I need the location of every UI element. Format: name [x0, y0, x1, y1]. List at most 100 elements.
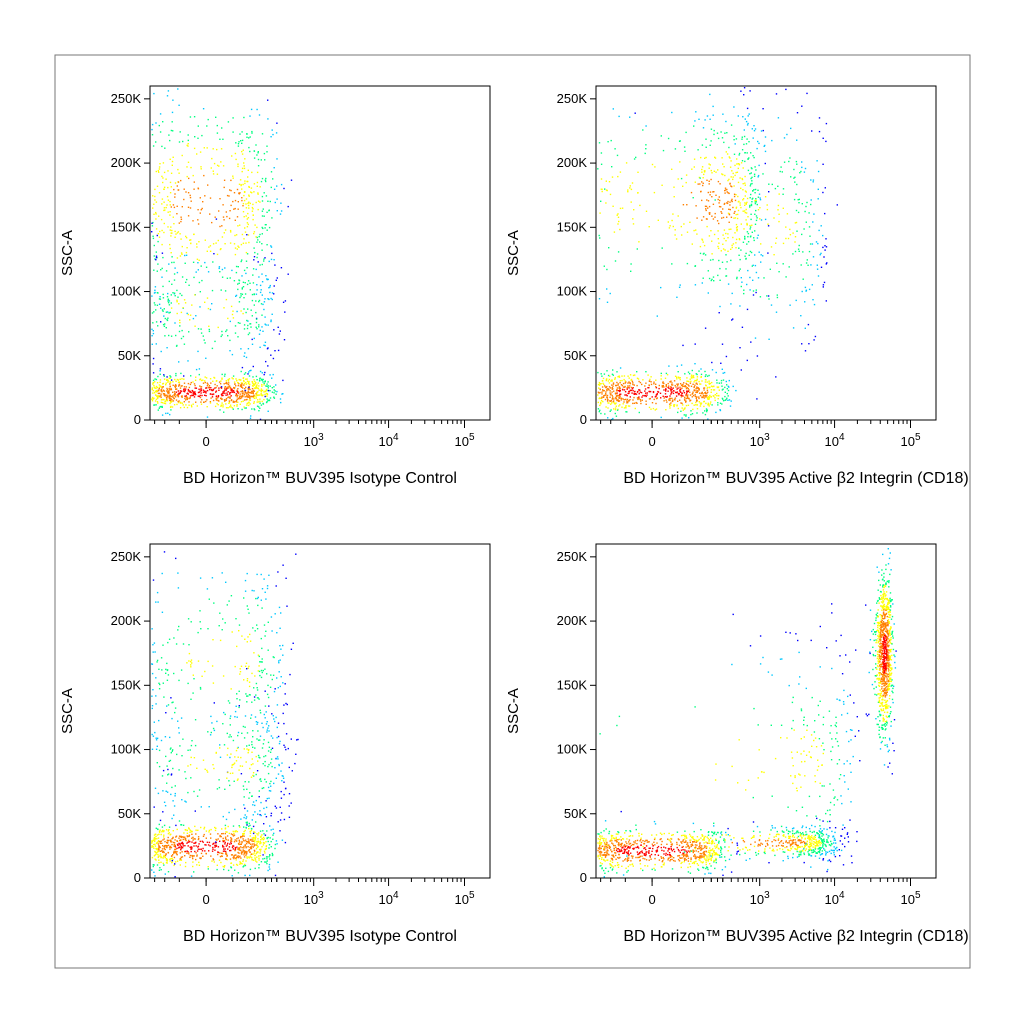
event-dot	[281, 780, 283, 782]
event-dot	[756, 147, 758, 150]
event-dot	[229, 858, 232, 860]
event-dot	[757, 174, 760, 177]
event-dot	[237, 245, 239, 247]
event-dot	[221, 378, 223, 380]
event-dot	[157, 601, 159, 603]
event-dot	[608, 181, 611, 183]
event-dot	[246, 824, 248, 826]
event-dot	[261, 747, 264, 749]
event-dot	[253, 337, 255, 340]
event-dot	[193, 383, 196, 385]
event-dot	[153, 203, 155, 205]
event-dot	[703, 405, 705, 408]
event-dot	[233, 280, 236, 282]
event-dot	[225, 389, 227, 392]
event-dot	[723, 141, 725, 144]
event-dot	[721, 368, 723, 370]
event-dot	[249, 843, 252, 845]
event-dot	[190, 848, 192, 850]
event-dot	[159, 819, 162, 822]
event-dot	[794, 222, 797, 224]
event-dot	[264, 690, 266, 692]
event-dot	[249, 832, 252, 834]
event-dot	[190, 666, 192, 668]
event-dot	[710, 389, 713, 391]
event-dot	[240, 293, 242, 295]
event-dot	[203, 174, 205, 177]
event-dot	[265, 224, 267, 226]
event-dot	[825, 263, 827, 265]
event-dot	[245, 841, 248, 843]
event-dot	[193, 396, 196, 398]
event-dot	[618, 400, 620, 402]
event-dot	[186, 398, 188, 400]
event-dot	[700, 373, 703, 376]
event-dot	[273, 656, 275, 659]
event-dot	[759, 199, 762, 201]
event-dot	[719, 836, 722, 838]
event-dot	[611, 402, 613, 404]
event-dot	[601, 397, 603, 399]
event-dot	[612, 387, 614, 390]
event-dot	[256, 181, 259, 184]
event-dot	[177, 181, 180, 183]
event-dot	[222, 865, 224, 868]
event-dot	[242, 833, 244, 835]
event-dot	[696, 391, 698, 394]
event-dot	[268, 746, 271, 748]
event-dot	[276, 843, 278, 845]
event-dot	[239, 224, 241, 226]
event-dot	[754, 254, 756, 256]
event-dot	[597, 371, 599, 374]
event-dot	[682, 204, 685, 206]
event-dot	[251, 672, 253, 675]
event-dot	[253, 687, 255, 689]
event-dot	[240, 756, 242, 759]
event-dot	[154, 836, 156, 839]
event-dot	[696, 383, 698, 385]
event-dot	[621, 388, 624, 391]
event-dot	[184, 800, 186, 802]
event-dot	[236, 645, 238, 648]
event-dot	[221, 398, 223, 400]
event-dot	[221, 394, 223, 397]
event-dot	[683, 385, 685, 387]
event-dot	[603, 265, 605, 267]
event-dot	[603, 390, 605, 392]
event-dot	[280, 790, 282, 793]
event-dot	[156, 386, 159, 389]
event-dot	[176, 232, 179, 234]
event-dot	[181, 329, 183, 332]
event-dot	[155, 703, 157, 705]
event-dot	[153, 392, 156, 394]
event-dot	[249, 874, 251, 877]
event-dot	[199, 688, 202, 690]
event-dot	[264, 323, 266, 325]
event-dot	[273, 832, 275, 835]
event-dot	[753, 173, 756, 175]
event-dot	[282, 301, 285, 303]
event-dot	[722, 372, 724, 374]
event-dot	[207, 868, 209, 870]
event-dot	[257, 151, 259, 153]
event-dot	[190, 381, 192, 384]
event-dot	[198, 281, 201, 284]
event-dot	[749, 224, 751, 227]
event-dot	[790, 176, 792, 178]
event-dot	[759, 197, 761, 199]
event-dot	[613, 402, 615, 404]
event-dot	[253, 183, 256, 185]
event-dot	[197, 209, 199, 211]
event-dot	[701, 239, 704, 241]
event-dot	[725, 355, 728, 358]
event-dot	[199, 848, 201, 850]
event-dot	[685, 414, 687, 416]
event-dot	[162, 285, 164, 288]
event-dot	[644, 390, 646, 392]
event-dot	[683, 223, 685, 225]
event-dot	[165, 853, 167, 855]
event-dot	[168, 134, 170, 136]
event-dot	[257, 697, 259, 699]
event-dot	[636, 402, 638, 404]
event-dot	[249, 824, 251, 827]
